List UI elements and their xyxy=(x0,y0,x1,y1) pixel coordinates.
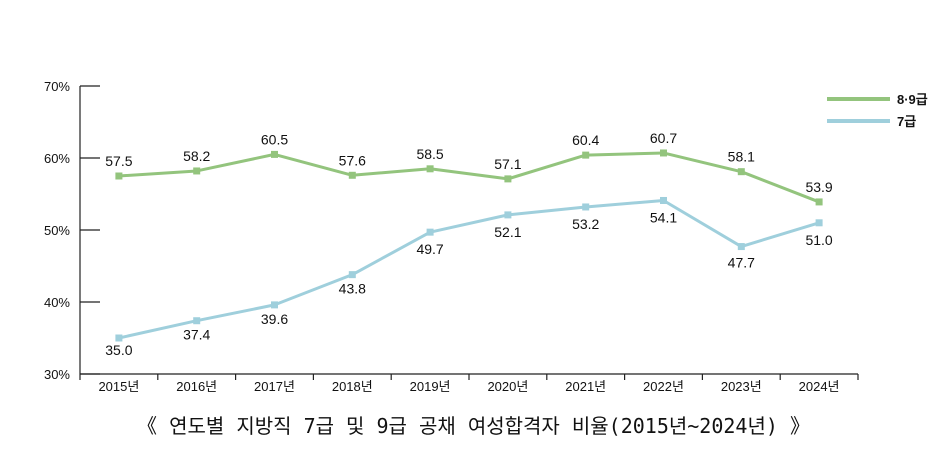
x-tick-label: 2023년 xyxy=(721,379,762,394)
data-label: 60.7 xyxy=(650,130,677,146)
data-label: 43.8 xyxy=(339,281,366,297)
x-tick-label: 2021년 xyxy=(565,379,606,394)
data-point xyxy=(815,198,823,206)
data-label: 58.2 xyxy=(183,148,210,164)
data-point xyxy=(115,172,123,180)
y-tick-label: 40% xyxy=(44,295,70,310)
data-label: 60.4 xyxy=(572,132,599,148)
data-label: 58.5 xyxy=(416,146,443,162)
chart-series xyxy=(115,149,823,342)
data-point xyxy=(504,211,512,219)
x-tick-label: 2020년 xyxy=(487,379,528,394)
chart-legend: 8·9급 7급 xyxy=(827,92,928,129)
chart-axes: 30% 40% 50% 60% 70% 2015년 2016년 2017년 2018년 2019년… xyxy=(44,79,859,394)
data-point xyxy=(582,151,590,159)
data-label: 52.1 xyxy=(494,224,521,240)
data-label: 47.7 xyxy=(728,255,755,271)
data-label: 53.9 xyxy=(805,179,832,195)
y-tick-label: 50% xyxy=(44,223,70,238)
data-point xyxy=(737,168,745,176)
data-point xyxy=(271,150,278,158)
chart-caption: 《 연도별 지방직 7급 및 9급 공채 여성합격자 비율(2015년~2024… xyxy=(137,414,810,438)
data-label: 57.1 xyxy=(494,156,521,172)
data-label: 54.1 xyxy=(650,209,677,225)
chart-data-labels: 57.5 58.2 60.5 57.6 58.5 57.1 60.4 60.7 58.1 53.9… xyxy=(105,130,833,358)
y-tick-label: 30% xyxy=(44,367,70,382)
data-label: 35.0 xyxy=(105,342,132,358)
x-tick-label: 2024년 xyxy=(799,379,840,394)
data-point xyxy=(193,317,201,325)
x-tick-label: 2015년 xyxy=(98,379,139,394)
data-point xyxy=(115,334,123,342)
data-point xyxy=(815,219,823,227)
data-point xyxy=(504,175,512,183)
x-tick-label: 2019년 xyxy=(410,379,451,394)
data-label: 57.6 xyxy=(339,152,366,168)
data-label: 53.2 xyxy=(572,216,599,232)
legend-label: 8·9급 xyxy=(897,92,928,107)
x-tick-label: 2018년 xyxy=(332,379,373,394)
data-point xyxy=(271,301,278,309)
data-point xyxy=(348,271,356,279)
x-tick-label: 2016년 xyxy=(176,379,217,394)
legend-label: 7급 xyxy=(897,114,916,129)
data-point xyxy=(348,171,356,179)
data-point xyxy=(660,149,667,157)
data-label: 58.1 xyxy=(728,149,755,165)
data-label: 37.4 xyxy=(183,327,210,343)
series-line-grade-7 xyxy=(118,198,820,340)
data-label: 60.5 xyxy=(261,131,288,147)
y-tick-label: 60% xyxy=(44,151,70,166)
data-label: 57.5 xyxy=(105,153,132,169)
data-label: 51.0 xyxy=(805,232,832,248)
data-point xyxy=(737,243,745,251)
data-label: 39.6 xyxy=(261,311,288,327)
y-tick-label: 70% xyxy=(44,79,70,94)
data-point xyxy=(193,167,201,175)
data-point xyxy=(426,165,434,173)
data-point xyxy=(660,196,667,204)
series-line-grade-8-9 xyxy=(118,151,820,204)
x-tick-label: 2022년 xyxy=(643,379,684,394)
data-point xyxy=(426,228,434,236)
x-tick-label: 2017년 xyxy=(254,379,295,394)
data-point xyxy=(582,203,590,211)
data-label: 49.7 xyxy=(416,241,443,257)
